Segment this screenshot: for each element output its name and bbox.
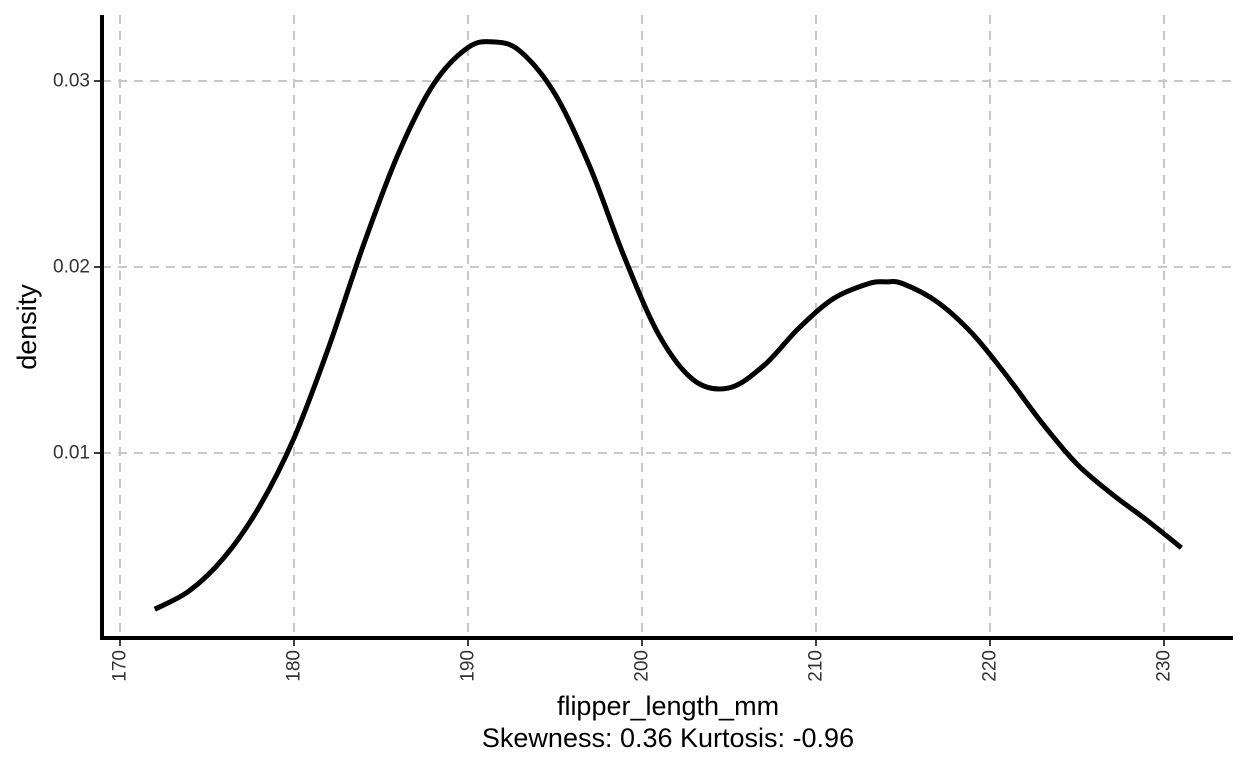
x-tick-label: 180 — [284, 650, 305, 682]
x-tick-label: 230 — [1154, 650, 1175, 682]
grid — [102, 15, 1233, 638]
x-tick-label: 170 — [110, 650, 131, 682]
axes — [100, 15, 1233, 640]
x-axis-title: flipper_length_mm — [557, 691, 779, 721]
x-tick-label: 200 — [632, 650, 653, 682]
density-curve — [153, 39, 1183, 612]
y-axis-ticks: 0.01 0.02 0.03 — [53, 71, 100, 464]
y-tick-label: 0.03 — [53, 71, 90, 92]
y-axis-title: density — [12, 284, 42, 370]
plot-area — [153, 39, 1183, 612]
y-tick-label: 0.02 — [53, 257, 90, 278]
x-tick-label: 220 — [980, 650, 1001, 682]
x-tick-label: 210 — [806, 650, 827, 682]
x-tick-label: 190 — [458, 650, 479, 682]
chart-caption: Skewness: 0.36 Kurtosis: -0.96 — [482, 723, 854, 753]
y-tick-label: 0.01 — [53, 443, 90, 464]
x-axis-ticks: 170 180 190 200 210 220 230 — [110, 640, 1175, 682]
